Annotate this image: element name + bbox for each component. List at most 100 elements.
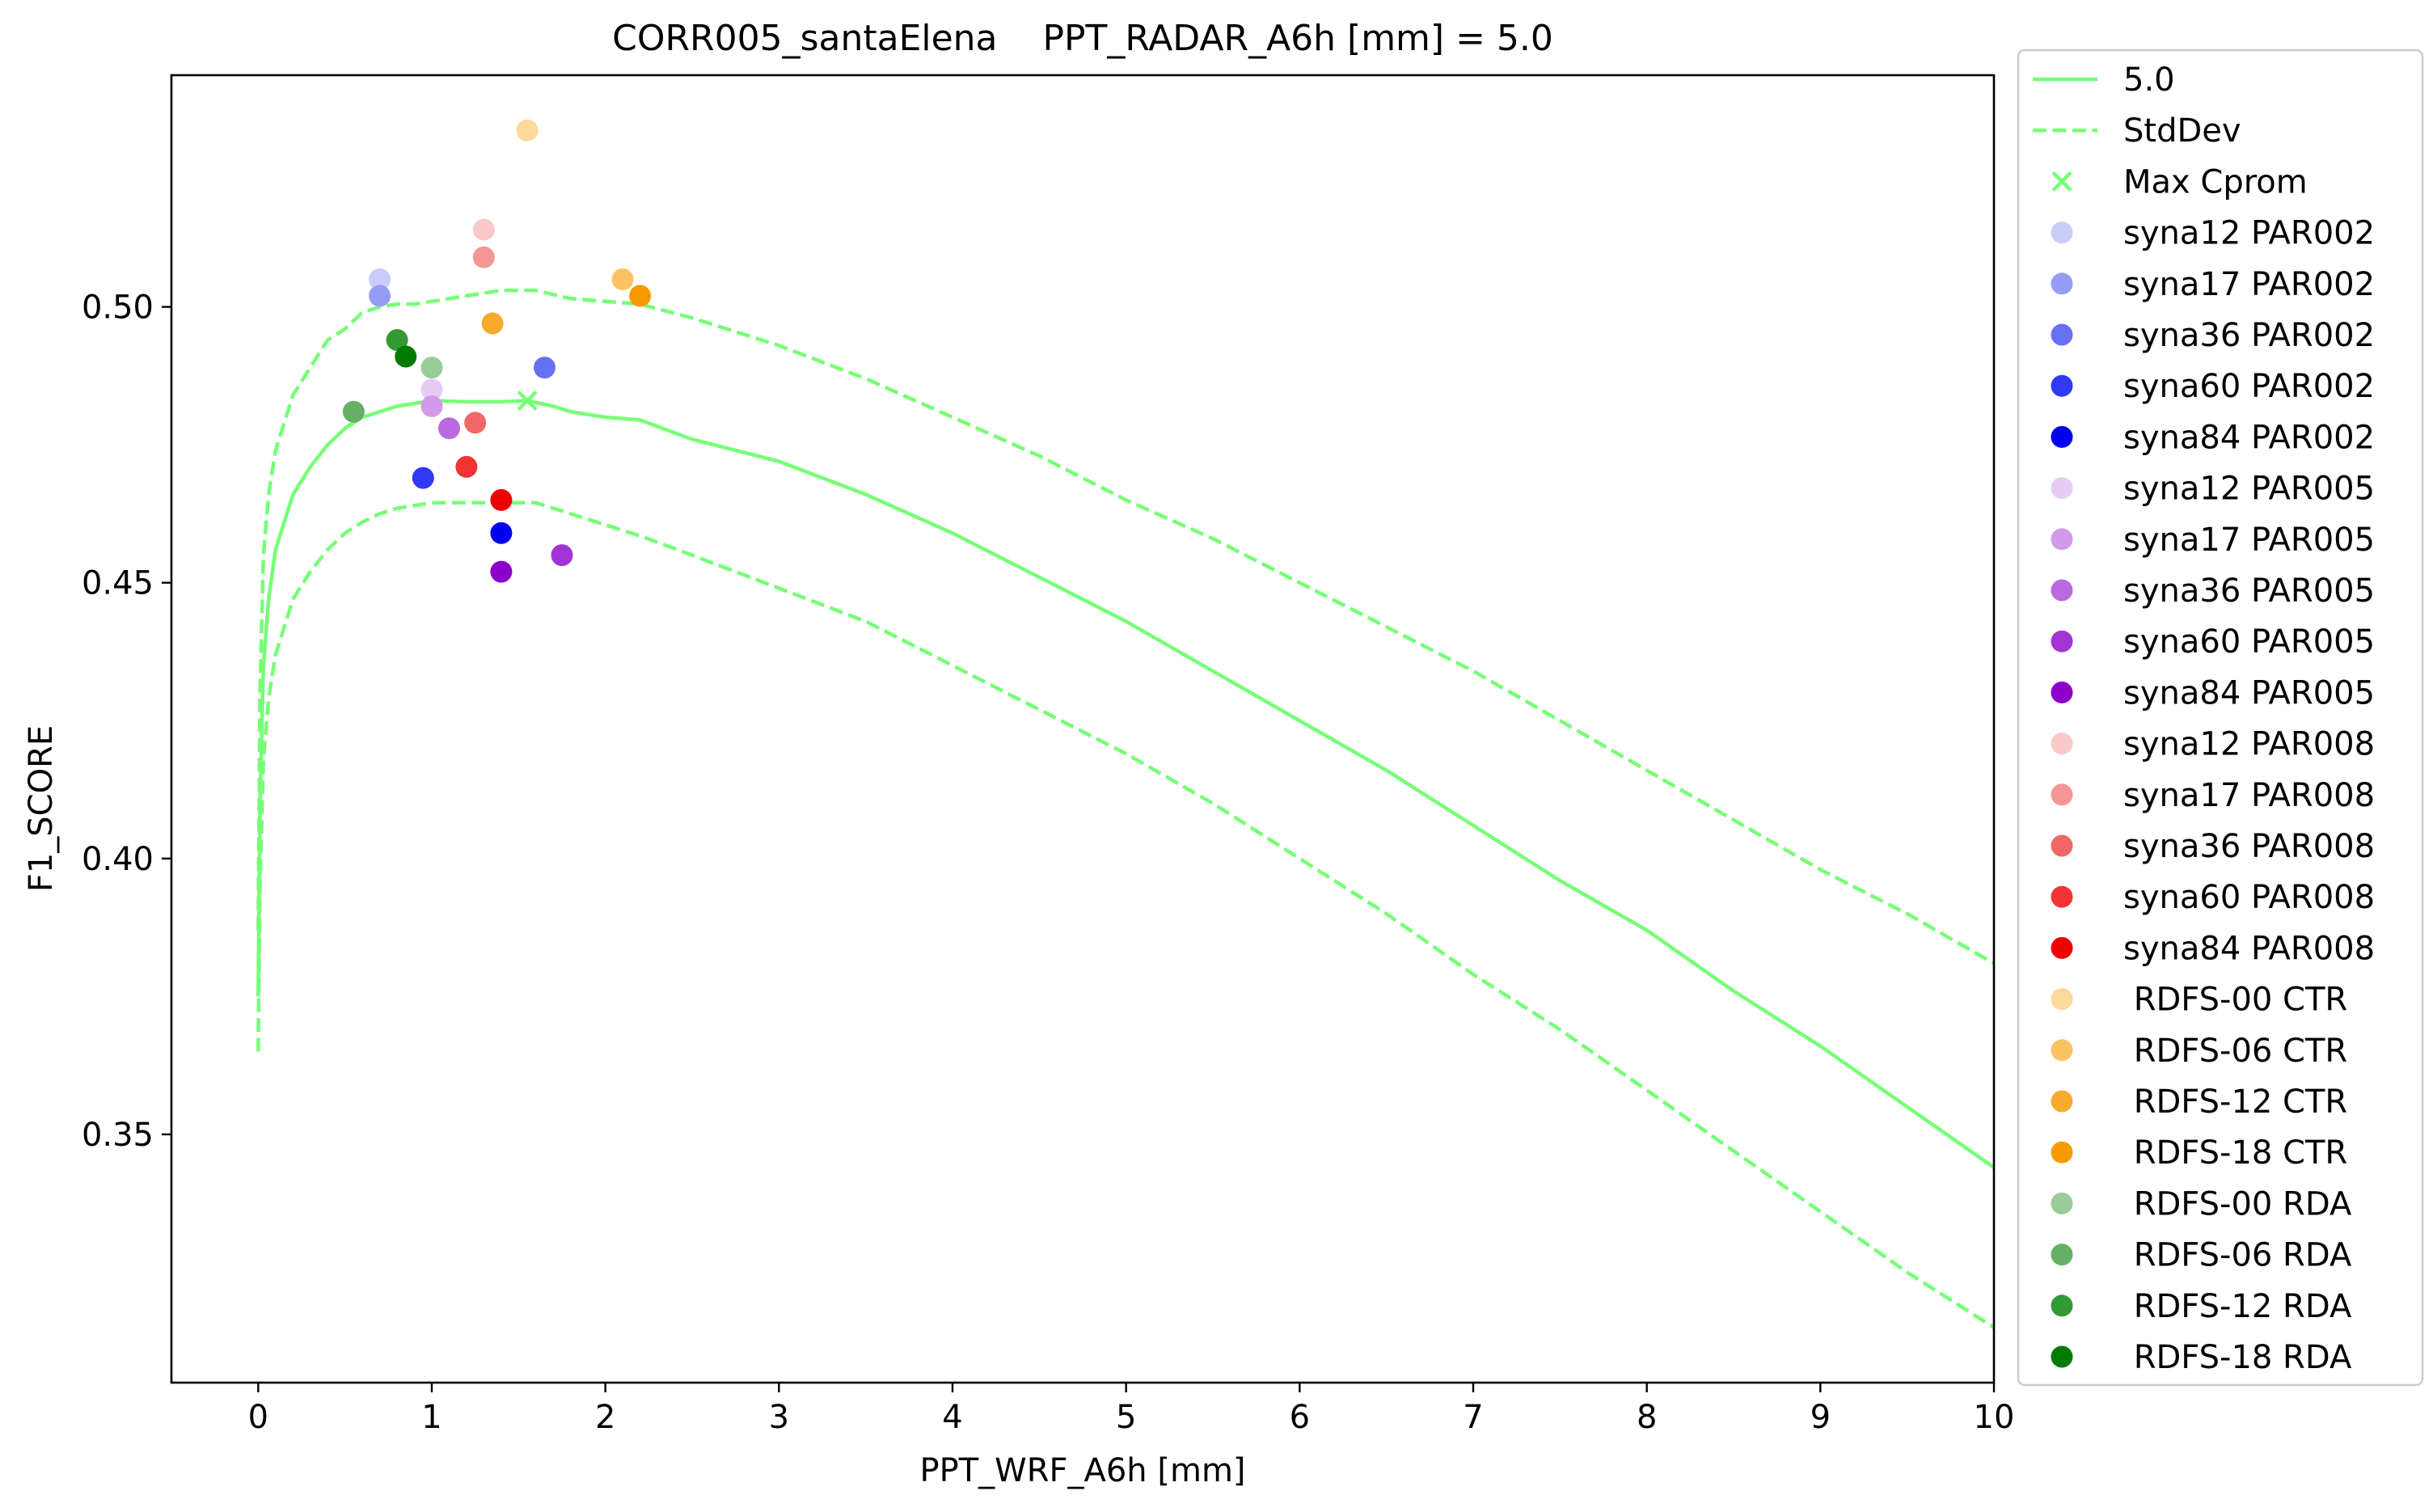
- point-syna36-par005: [438, 417, 460, 440]
- x-axis-ticks: 0 1 2 3 4 5 6 7 8 9 10: [248, 1383, 2015, 1436]
- legend-swatch-dot: [2051, 1141, 2073, 1164]
- point-syna17-par005: [420, 395, 443, 417]
- legend-swatch-dot: [2051, 272, 2073, 295]
- point-syna84-par008: [490, 488, 513, 511]
- chart-title: CORR005_santaElena PPT_RADAR_A6h [mm] = …: [612, 18, 1553, 59]
- legend-swatch-dot: [2051, 579, 2073, 602]
- legend-swatch-dot: [2051, 1294, 2073, 1317]
- legend-label: RDFS-12 RDA: [2123, 1288, 2352, 1325]
- legend-label: syna12 PAR008: [2123, 726, 2375, 763]
- legend-swatch-dot: [2051, 681, 2073, 703]
- x-tick-label: 10: [1974, 1399, 2015, 1436]
- point-syna17-par008: [472, 246, 495, 268]
- legend-label: syna17 PAR008: [2123, 777, 2375, 814]
- legend-box: [2017, 49, 2424, 1387]
- legend-swatch-dot: [2051, 1039, 2073, 1062]
- x-tick-label: 2: [595, 1399, 615, 1436]
- x-tick-label: 1: [421, 1399, 441, 1436]
- point-rdfs-06-rda: [342, 400, 365, 423]
- point-rdfs-00-ctr: [516, 119, 539, 141]
- legend-label: syna17 PAR002: [2123, 266, 2375, 303]
- point-syna60-par005: [551, 544, 573, 567]
- legend-swatch-dot: [2051, 733, 2073, 755]
- legend: 5.0 StdDev Max Cprom syna12 PAR002 syna17 PA…: [2017, 49, 2424, 1387]
- point-rdfs-12-rda: [386, 329, 408, 351]
- legend-label: syna36 PAR005: [2123, 572, 2375, 610]
- legend-swatch-dot: [2051, 1244, 2073, 1266]
- point-rdfs-18-rda: [395, 345, 417, 368]
- y-axis-ticks: 0.35 0.40 0.45 0.50: [82, 289, 171, 1154]
- legend-label: syna84 PAR008: [2123, 930, 2375, 967]
- point-rdfs-18-ctr: [629, 285, 652, 307]
- legend-swatch-dot: [2051, 477, 2073, 500]
- legend-label: syna84 PAR005: [2123, 674, 2375, 712]
- point-syna17-par002: [369, 285, 391, 307]
- plot-marks: [256, 119, 1994, 1329]
- legend-swatch-x: [2051, 171, 2072, 192]
- x-tick-label: 6: [1290, 1399, 1310, 1436]
- point-syna84-par002: [490, 522, 513, 544]
- legend-swatch-dot: [2051, 425, 2073, 448]
- y-tick-label: 0.40: [82, 841, 154, 878]
- x-tick-label: 3: [769, 1399, 789, 1436]
- legend-label: RDFS-18 CTR: [2123, 1134, 2347, 1172]
- point-syna36-par002: [534, 357, 555, 379]
- y-tick-label: 0.45: [82, 565, 154, 602]
- legend-label: StdDev: [2123, 112, 2241, 150]
- legend-swatch-dot: [2051, 834, 2073, 857]
- point-rdfs-00-rda: [420, 357, 443, 379]
- point-syna84-par005: [490, 560, 513, 583]
- max-cprom-marker: [517, 390, 538, 412]
- legend-label: Max Cprom: [2123, 163, 2308, 201]
- point-syna60-par008: [455, 455, 478, 478]
- legend-label: RDFS-06 CTR: [2123, 1033, 2347, 1070]
- legend-label: syna17 PAR005: [2123, 522, 2375, 559]
- legend-swatch-dot: [2051, 1090, 2073, 1113]
- plot-area: [256, 119, 1994, 1329]
- x-tick-label: 9: [1810, 1399, 1831, 1436]
- legend-swatch-dot: [2051, 528, 2073, 551]
- x-tick-label: 7: [1463, 1399, 1483, 1436]
- point-syna12-par005: [420, 378, 443, 401]
- legend-label: syna12 PAR002: [2123, 215, 2375, 252]
- legend-label: syna84 PAR002: [2123, 419, 2375, 456]
- legend-label: syna12 PAR005: [2123, 471, 2375, 508]
- mean-line: [256, 399, 1994, 1169]
- x-tick-label: 4: [942, 1399, 962, 1436]
- x-tick-label: 8: [1637, 1399, 1657, 1436]
- legend-swatch-dot: [2051, 885, 2073, 908]
- point-rdfs-12-ctr: [481, 312, 504, 335]
- legend-swatch-dot: [2051, 936, 2073, 959]
- legend-label: syna60 PAR002: [2123, 368, 2375, 405]
- legend-label: RDFS-12 CTR: [2123, 1083, 2347, 1121]
- stddev-line-1: [256, 288, 1994, 965]
- y-tick-label: 0.50: [82, 289, 154, 327]
- legend-label: RDFS-18 RDA: [2123, 1339, 2352, 1376]
- legend-label: RDFS-06 RDA: [2123, 1237, 2352, 1274]
- legend-label: syna36 PAR008: [2123, 828, 2375, 865]
- legend-label: RDFS-00 RDA: [2123, 1185, 2352, 1223]
- legend-label: syna60 PAR008: [2123, 879, 2375, 916]
- legend-label: syna60 PAR005: [2123, 623, 2375, 661]
- legend-label: RDFS-00 CTR: [2123, 982, 2347, 1019]
- legend-swatch-dot: [2051, 783, 2073, 806]
- point-rdfs-06-ctr: [611, 268, 634, 290]
- y-axis-label: F1_SCORE: [23, 725, 60, 892]
- x-axis-label: PPT_WRF_A6h [mm]: [919, 1452, 1245, 1489]
- legend-swatch-dot: [2051, 1345, 2073, 1368]
- x-tick-label: 0: [248, 1399, 268, 1436]
- legend-swatch-dot: [2051, 323, 2073, 346]
- legend-swatch-dot: [2051, 630, 2073, 653]
- x-tick-label: 5: [1116, 1399, 1136, 1436]
- legend-label: 5.0: [2123, 61, 2175, 99]
- legend-swatch-dot: [2051, 374, 2073, 397]
- point-syna12-par008: [472, 218, 495, 241]
- y-tick-label: 0.35: [82, 1117, 154, 1154]
- plot-frame: [170, 74, 1996, 1384]
- legend-swatch-dot: [2051, 1192, 2073, 1214]
- stddev-line-2: [256, 500, 1994, 1329]
- legend-label: syna36 PAR002: [2123, 317, 2375, 354]
- legend-swatch-dot: [2051, 988, 2073, 1011]
- point-syna12-par002: [369, 268, 391, 290]
